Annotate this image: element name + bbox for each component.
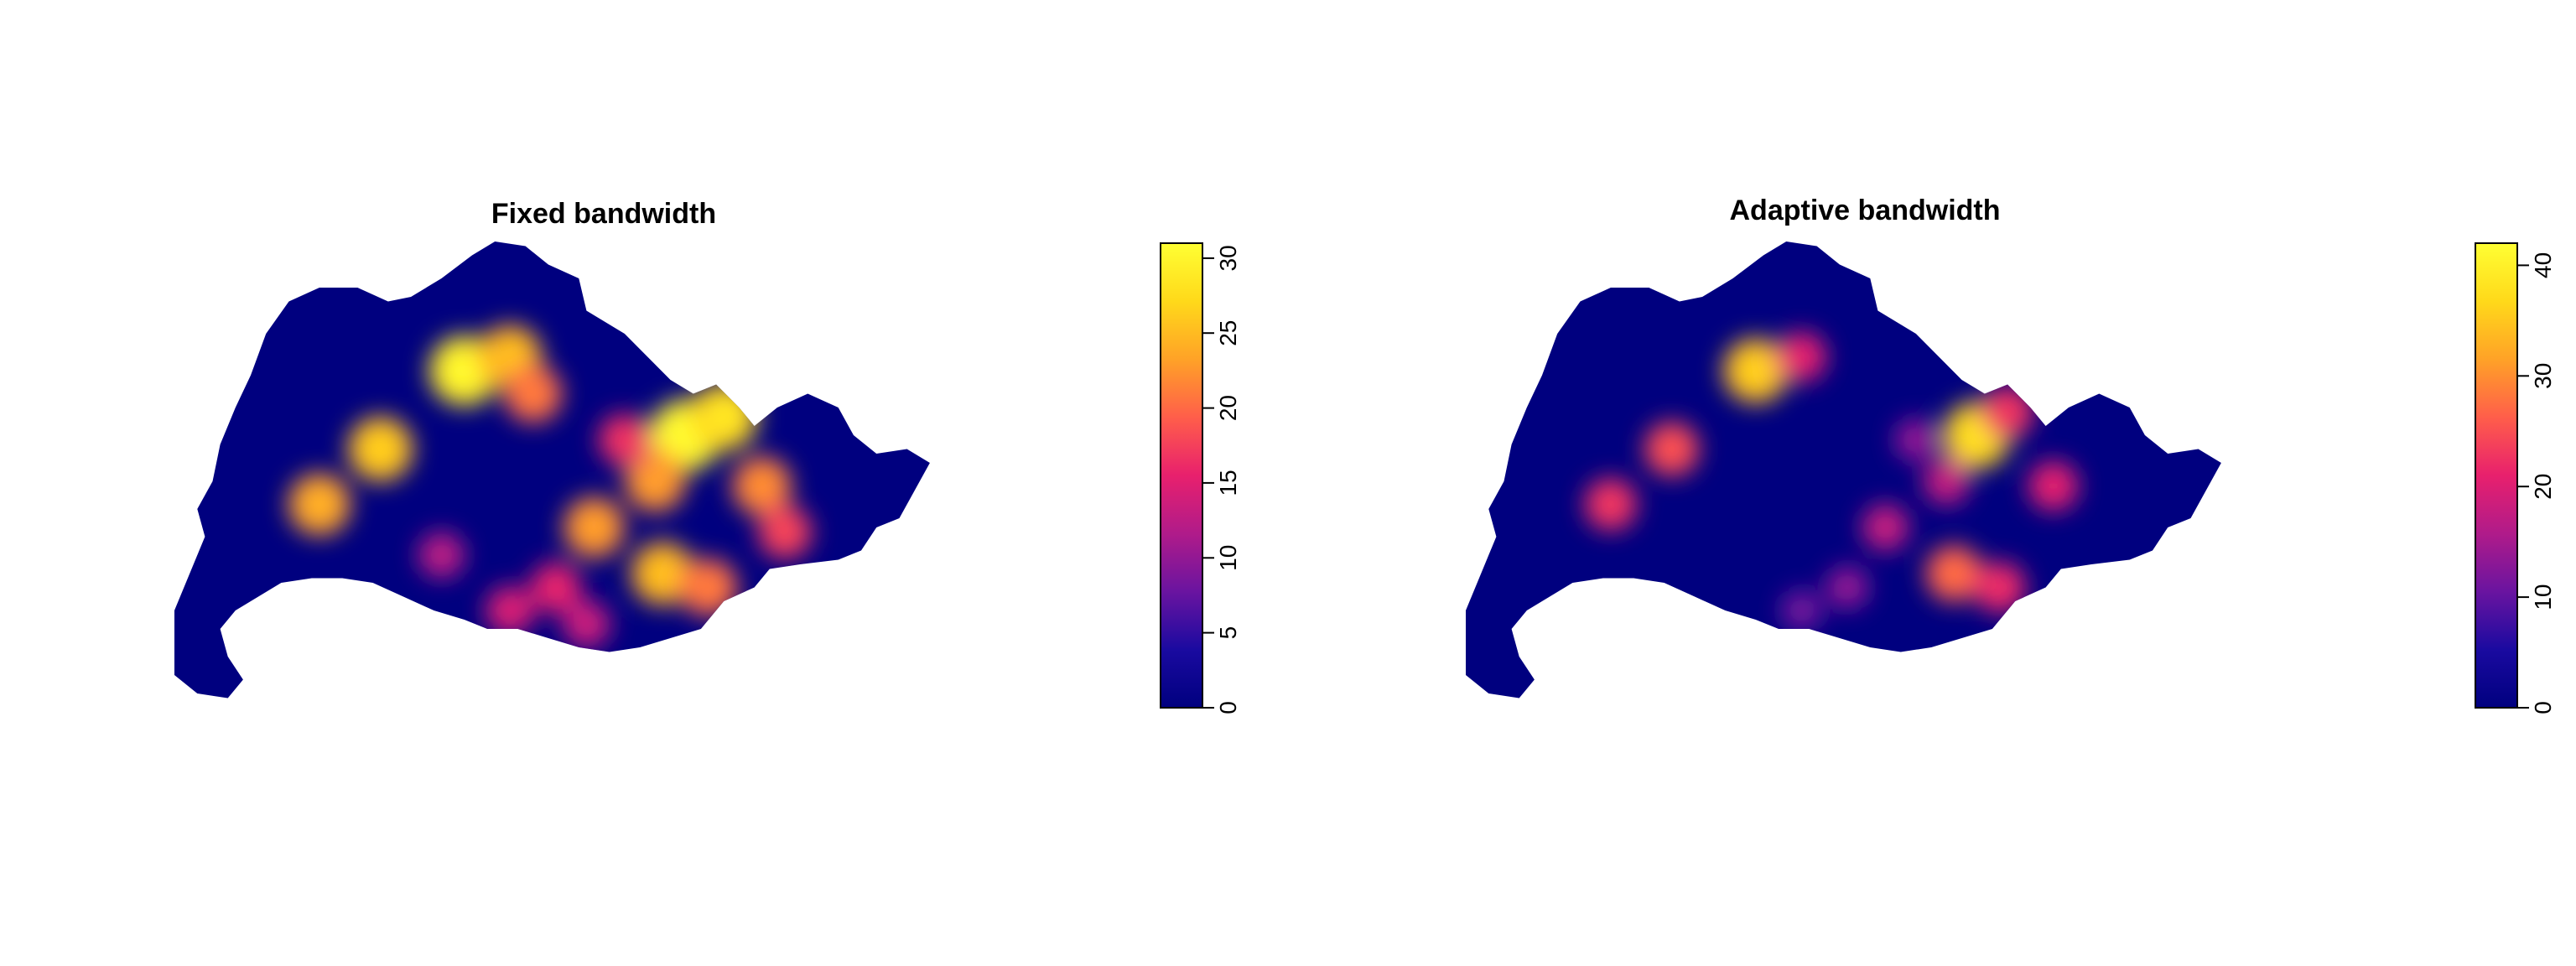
density-hotspot-core <box>695 574 722 601</box>
density-hotspot-core <box>708 401 740 433</box>
density-hotspot-core <box>748 472 776 500</box>
color-scale-tick-label: 5 <box>1215 626 1241 640</box>
color-scale-tick-label: 40 <box>2530 252 2556 278</box>
density-hotspot-core <box>544 575 568 600</box>
density-hotspot-core <box>1874 517 1897 538</box>
density-map <box>174 242 930 699</box>
density-hotspot-core <box>2042 474 2065 498</box>
density-hotspot-core <box>1598 492 1623 517</box>
color-scale-tick-label: 0 <box>1215 701 1241 714</box>
color-scale-tick-label: 20 <box>1215 395 1241 421</box>
density-hotspot-core <box>1741 356 1771 386</box>
color-bar <box>2475 242 2518 709</box>
panel-fixed-bandwidth: Fixed bandwidth 0 5 10 15 20 25 30 <box>174 198 1241 714</box>
color-scale-tick-label: 20 <box>2530 474 2556 500</box>
color-scale-tick-label: 10 <box>2530 584 2556 610</box>
density-hotspot-core <box>1906 429 1926 450</box>
color-scale-tick-label: 15 <box>1215 470 1241 496</box>
density-hotspot-core <box>1837 577 1857 598</box>
density-hotspot-core <box>366 434 396 464</box>
density-hotspot-core <box>1961 419 1992 451</box>
density-hotspot-core <box>496 342 525 371</box>
density-hotspot-core <box>1988 575 2012 600</box>
map-background <box>1466 242 2221 699</box>
density-hotspot-core <box>772 520 797 544</box>
density-hotspot-core <box>1935 470 1958 492</box>
density-hotspot-core <box>430 544 453 566</box>
density-hotspot-core <box>305 490 334 519</box>
density-hotspot-core <box>1789 345 1814 369</box>
density-hotspot-core <box>1995 400 2020 424</box>
density-hotspot-core <box>575 613 598 636</box>
density-hotspot-core <box>1792 600 1811 621</box>
color-scale: 0 10 20 30 40 <box>2475 242 2556 714</box>
color-scale-tick-label: 25 <box>1215 320 1241 346</box>
density-hotspot-core <box>448 355 480 387</box>
color-scale: 0 5 10 15 20 25 30 <box>1160 242 1241 714</box>
density-hotspot-core <box>580 513 608 542</box>
density-hotspot-core <box>1941 560 1967 587</box>
chart-title: Fixed bandwidth <box>491 198 716 230</box>
color-scale-tick-label: 30 <box>2530 363 2556 389</box>
density-hotspot-core <box>641 467 669 496</box>
color-scale-tick-label: 30 <box>1215 245 1241 271</box>
density-hotspot-core <box>1659 436 1685 462</box>
color-scale-tick-label: 10 <box>1215 545 1241 571</box>
color-bar <box>1160 242 1203 709</box>
panel-adaptive-bandwidth: Adaptive bandwidth 0 10 20 30 40 <box>1466 195 2556 714</box>
map-background <box>174 242 930 699</box>
color-scale-tick-label: 0 <box>2530 701 2556 714</box>
chart-title: Adaptive bandwidth <box>1730 195 2001 226</box>
density-hotspot-core <box>648 558 678 589</box>
density-hotspot-core <box>499 599 522 622</box>
density-hotspot-core <box>520 380 547 408</box>
density-map <box>1466 242 2221 699</box>
density-hotspot-core <box>612 428 637 452</box>
